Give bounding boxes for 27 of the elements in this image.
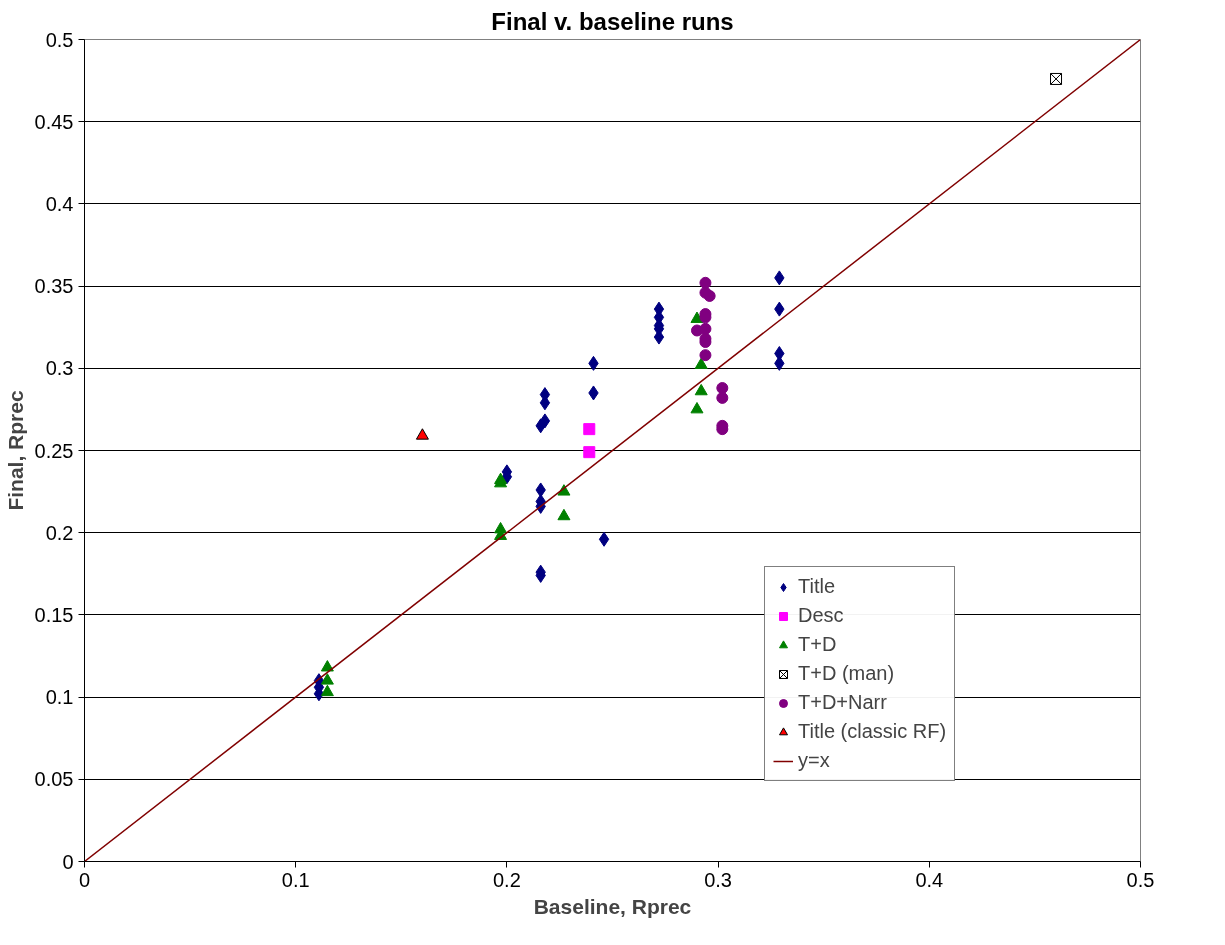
legend-label: T+D [798,633,837,656]
legend-label: Title (classic RF) [798,720,947,743]
x-tick-label: 0.5 [1126,868,1155,891]
y-tick-label: 0.5 [45,28,74,51]
x-tick-label: 0.4 [915,868,944,891]
x-tick-label: 0.1 [281,868,310,891]
x-tick-label: 0.2 [493,868,521,891]
x-tick-label: 0 [78,868,91,891]
x-tick-label: 0.3 [704,868,733,891]
x-axis-title: Baseline, Rprec [533,894,692,918]
legend-label: Desc [798,604,844,627]
y-tick-label: 0.05 [34,768,74,791]
legend-label: T+D (man) [798,662,895,685]
y-tick-label: 0.3 [45,357,74,380]
y-tick-label: 0.25 [34,439,74,462]
y-tick-label: 0.1 [45,686,74,709]
legend-label: Title [798,575,836,598]
y-tick-label: 0.2 [45,521,74,544]
legend-label: T+D+Narr [798,691,887,714]
y-axis-title: Final, Rprec [3,390,27,511]
y-tick-label: 0.35 [34,275,74,298]
y-tick-label: 0.15 [34,603,74,626]
y-tick-label: 0.45 [34,110,74,133]
y-tick-label: 0 [62,850,74,873]
legend-label: y=x [798,749,830,772]
y-tick-label: 0.4 [45,192,74,215]
chart-title: Final v. baseline runs [491,7,734,35]
